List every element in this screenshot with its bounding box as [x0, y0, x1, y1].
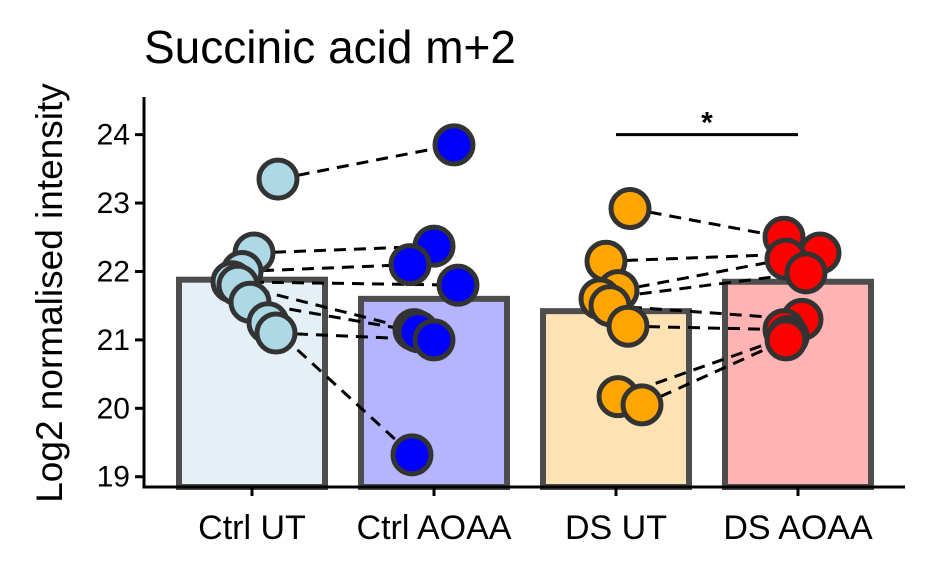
pair-line: [241, 263, 411, 273]
pair-line: [617, 257, 787, 293]
x-tick-label: Ctrl AOAA: [357, 509, 512, 547]
data-point: [254, 311, 298, 355]
data-point: [784, 251, 828, 295]
y-axis-label: Log2 normalised intensity: [29, 83, 70, 503]
data-point: [412, 318, 456, 362]
bar-ds-aoaa: [722, 278, 874, 490]
data-point: [606, 304, 650, 348]
data-point: [432, 123, 476, 167]
y-tick-label: 22: [97, 255, 130, 288]
data-point: [388, 243, 432, 287]
data-point: [764, 318, 808, 362]
pair-line: [277, 143, 455, 181]
data-point: [436, 263, 480, 307]
y-tick-label: 20: [97, 392, 130, 425]
pair-line: [231, 280, 459, 287]
points-layer: [210, 123, 842, 477]
x-tick-label: DS UT: [565, 509, 667, 547]
data-point: [608, 187, 652, 231]
data-point: [256, 157, 300, 201]
pair-line: [605, 251, 821, 263]
y-tick-label: 24: [97, 119, 130, 152]
chart-title: Succinic acid m+2: [144, 21, 516, 73]
axes-layer: 19 20 21 22 23 24 Ctrl UT Ctrl AOAA DS UT DS AOAA: [97, 97, 905, 547]
data-point: [620, 383, 664, 427]
y-tick-label: 19: [97, 461, 130, 494]
y-tick-label: 23: [97, 187, 130, 220]
pair-line: [629, 207, 785, 239]
data-point: [390, 433, 434, 477]
pair-line: [641, 338, 787, 407]
x-tick-label: Ctrl UT: [198, 509, 306, 547]
y-tick-label: 21: [97, 324, 130, 357]
pair-line: [627, 324, 785, 332]
significance-label: *: [701, 107, 713, 140]
pair-line: [599, 271, 807, 301]
significance-layer: *: [616, 107, 798, 140]
x-tick-label: DS AOAA: [723, 509, 873, 547]
pair-line: [266, 321, 414, 456]
